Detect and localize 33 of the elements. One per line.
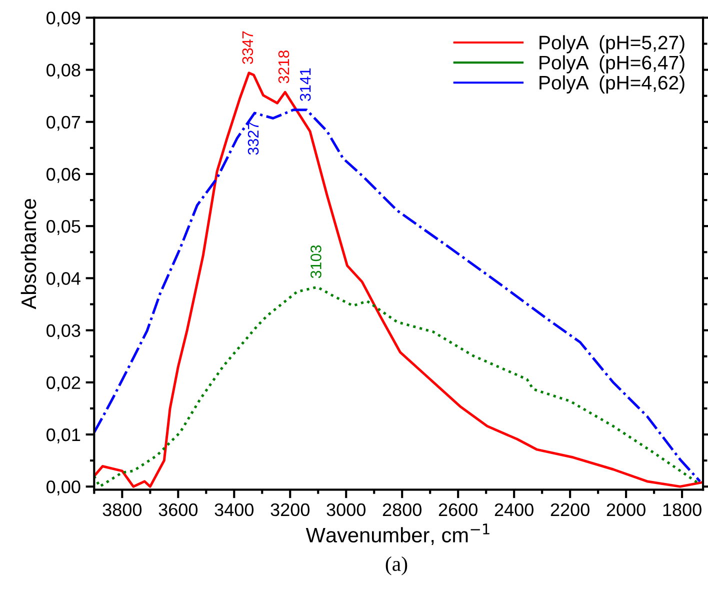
x-tick-label: 3000 — [326, 503, 366, 516]
x-axis-title: Wavenumber, cm$^{−1}$ — [306, 524, 490, 545]
x-tick-label: 2200 — [550, 503, 590, 516]
y-tick-label: 0,02 — [46, 376, 80, 392]
y-tick-label: 0,00 — [46, 480, 80, 496]
y-axis-title: Absorbance — [20, 199, 36, 310]
annotation: 3141 — [300, 68, 311, 101]
y-tick-label: 0,08 — [46, 64, 80, 79]
x-tick-label: 2800 — [382, 503, 422, 516]
x-tick-label: 1800 — [663, 503, 702, 516]
text: (a) — [386, 556, 408, 576]
annotation: 3103 — [310, 245, 322, 278]
y-tick-label: 0,09 — [46, 12, 80, 27]
x-tick-label: 3200 — [270, 503, 310, 516]
y-tick-label: 0,01 — [46, 428, 80, 444]
x-tick-label: 2000 — [606, 503, 646, 516]
y-tick-label: 0,03 — [46, 324, 80, 340]
legend-label: PolyA (pH=4,62) — [540, 75, 684, 94]
x-tick-label: 2600 — [438, 503, 478, 516]
y-tick-label: 0,05 — [46, 220, 80, 235]
y-tick-label: 0,07 — [46, 116, 80, 131]
legend-label: PolyA (pH=6,47) — [540, 55, 684, 74]
x-tick-label: 3600 — [158, 503, 198, 516]
y-tick-label: 0,06 — [46, 168, 80, 183]
annotation: 3347 — [242, 31, 254, 64]
legend-label: PolyA (pH=5,27) — [540, 35, 684, 54]
annotation: 3327 — [248, 122, 259, 155]
x-tick-label: 2400 — [494, 503, 534, 516]
line-series — [94, 286, 698, 488]
x-tick-label: 3400 — [214, 503, 254, 516]
annotation: 3218 — [278, 50, 290, 84]
x-tick-label: 3800 — [102, 503, 142, 516]
y-tick-label: 0,04 — [46, 272, 80, 288]
